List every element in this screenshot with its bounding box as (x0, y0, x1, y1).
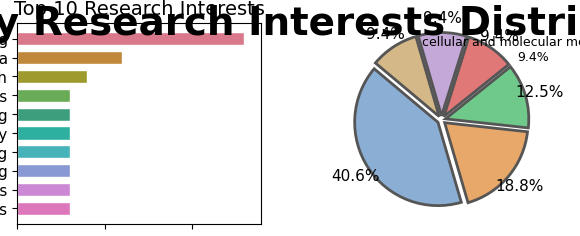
Bar (17, 51, 122, 65)
Bar (17, 127, 70, 140)
Bar (17, 33, 244, 46)
Bar (17, 70, 87, 84)
Text: 40.6%: 40.6% (331, 169, 379, 184)
Text: Faculty Research Interests Distribution: Faculty Research Interests Distribution (0, 5, 580, 43)
Text: 12.5%: 12.5% (515, 84, 563, 99)
Wedge shape (445, 67, 528, 128)
Text: fintech
12.5%: fintech 12.5% (0, 235, 1, 236)
Text: big data
18.8%: big data 18.8% (0, 235, 1, 236)
Text: 18.8%: 18.8% (495, 179, 543, 194)
Wedge shape (375, 37, 438, 117)
Text: cellular and molecular mechanisms
9.4%: cellular and molecular mechanisms 9.4% (421, 36, 580, 64)
Text: machine learning
40.6%: machine learning 40.6% (0, 235, 1, 236)
Bar (17, 183, 70, 196)
Text: 9.4%: 9.4% (422, 11, 461, 26)
Bar (17, 202, 70, 215)
Text: 9.4%: 9.4% (479, 29, 518, 43)
Bar (17, 108, 70, 121)
Bar (17, 164, 70, 177)
Wedge shape (418, 33, 466, 116)
Wedge shape (443, 38, 508, 117)
Text: 9.4%: 9.4% (365, 27, 404, 42)
Text: mobile computing
9.4%: mobile computing 9.4% (0, 235, 1, 236)
Title: Top 10 Research Interests: Top 10 Research Interests (14, 0, 264, 19)
Wedge shape (444, 123, 527, 203)
Wedge shape (354, 69, 461, 206)
Text: game theory
9.4%: game theory 9.4% (0, 235, 1, 236)
Bar (17, 146, 70, 159)
Bar (17, 89, 70, 102)
